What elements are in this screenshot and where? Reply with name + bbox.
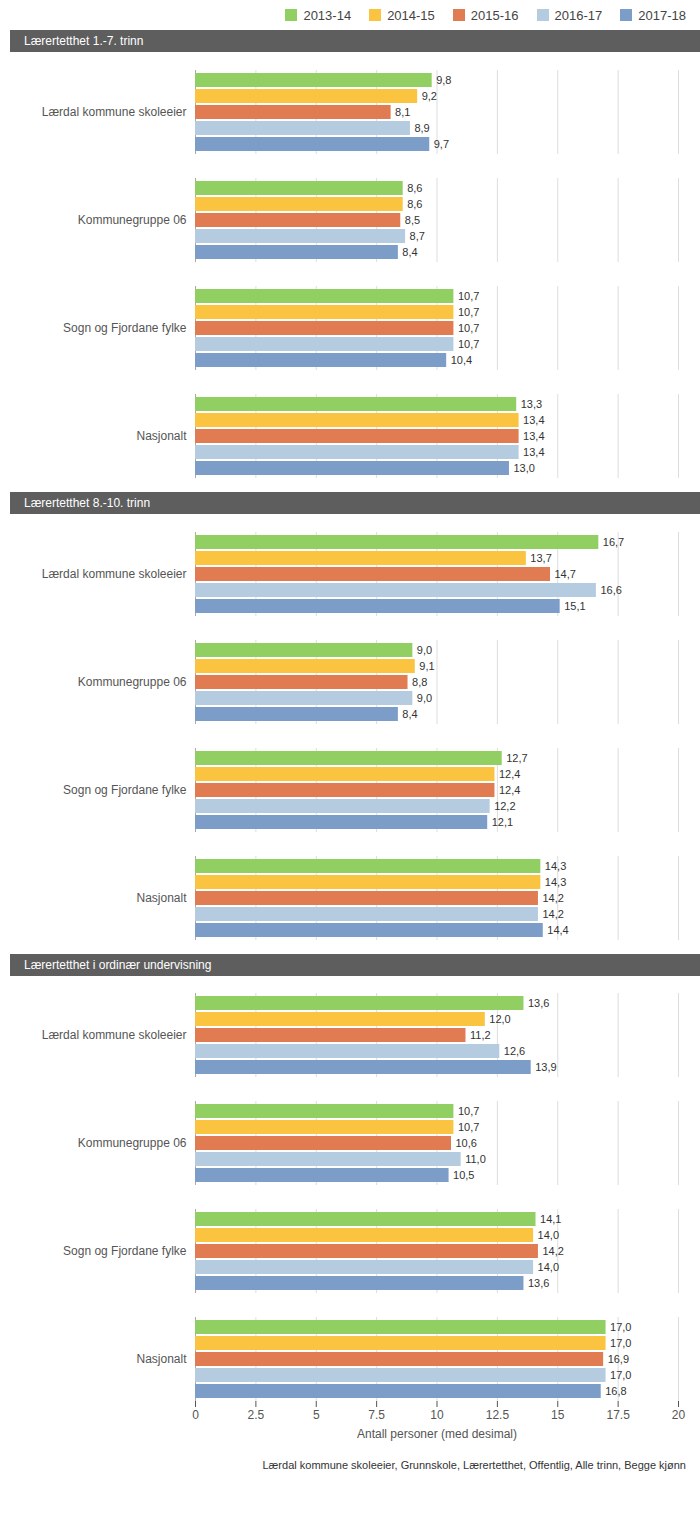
svg-text:13,4: 13,4: [523, 430, 544, 442]
svg-text:12,1: 12,1: [492, 816, 513, 828]
svg-text:11,2: 11,2: [470, 1029, 491, 1041]
svg-text:14,1: 14,1: [540, 1213, 561, 1225]
svg-text:8,5: 8,5: [405, 214, 420, 226]
html-text:Lærertetthet 8.-10. trinn: Lærertetthet 8.-10. trinn: [24, 496, 151, 510]
svg-text:5: 5: [313, 1408, 320, 1422]
svg-text:13,6: 13,6: [528, 1277, 549, 1289]
svg-text:9,7: 9,7: [434, 138, 449, 150]
svg-text:Nasjonalt: Nasjonalt: [136, 429, 187, 443]
svg-text:8,8: 8,8: [412, 676, 427, 688]
svg-text:10,5: 10,5: [453, 1169, 474, 1181]
svg-text:Lærdal kommune skoleeier: Lærdal kommune skoleeier: [42, 105, 187, 119]
svg-text:10,7: 10,7: [458, 1105, 479, 1117]
svg-text:8,4: 8,4: [402, 246, 417, 258]
svg-text:13,3: 13,3: [521, 398, 542, 410]
svg-text:Antall personer (med desimal): Antall personer (med desimal): [357, 1427, 517, 1441]
svg-text:14,7: 14,7: [555, 568, 576, 580]
svg-text:20: 20: [672, 1408, 686, 1422]
svg-text:12,4: 12,4: [499, 784, 520, 796]
html-text:2017-18: 2017-18: [638, 7, 686, 23]
svg-text:12,6: 12,6: [504, 1045, 525, 1057]
svg-text:Kommunegruppe 06: Kommunegruppe 06: [78, 213, 187, 227]
svg-text:14,4: 14,4: [547, 924, 568, 936]
html-text:2016-17: 2016-17: [554, 7, 603, 23]
svg-text:10,6: 10,6: [455, 1137, 476, 1149]
svg-text:10,7: 10,7: [458, 306, 479, 318]
svg-text:9,1: 9,1: [419, 660, 434, 672]
svg-text:12,0: 12,0: [489, 1013, 510, 1025]
svg-text:Sogn og Fjordane fylke: Sogn og Fjordane fylke: [63, 783, 187, 797]
svg-text:13,6: 13,6: [528, 997, 549, 1009]
svg-text:8,6: 8,6: [407, 182, 422, 194]
svg-text:10,7: 10,7: [458, 338, 479, 350]
svg-text:9,8: 9,8: [436, 74, 451, 86]
svg-text:13,4: 13,4: [523, 414, 544, 426]
svg-text:12,2: 12,2: [494, 800, 515, 812]
html-text:2013-14: 2013-14: [303, 7, 352, 23]
html-text:Lærertetthet i ordinær undervi: Lærertetthet i ordinær undervisning: [24, 958, 212, 972]
svg-text:8,4: 8,4: [402, 708, 417, 720]
svg-text:10,7: 10,7: [458, 1121, 479, 1133]
svg-text:16,7: 16,7: [603, 536, 624, 548]
svg-text:9,0: 9,0: [417, 692, 432, 704]
svg-text:13,4: 13,4: [523, 446, 544, 458]
svg-text:Nasjonalt: Nasjonalt: [136, 1352, 187, 1366]
svg-text:8,6: 8,6: [407, 198, 422, 210]
svg-text:14,2: 14,2: [542, 908, 563, 920]
svg-text:Lærdal kommune skoleeier: Lærdal kommune skoleeier: [42, 567, 187, 581]
svg-text:16,6: 16,6: [600, 584, 621, 596]
svg-text:Sogn og Fjordane fylke: Sogn og Fjordane fylke: [63, 1244, 187, 1258]
svg-text:16,9: 16,9: [608, 1353, 629, 1365]
svg-text:7.5: 7.5: [368, 1408, 385, 1422]
svg-text:11,0: 11,0: [465, 1153, 486, 1165]
html-text:2015-16: 2015-16: [470, 7, 519, 23]
html-text:Lærertetthet 1.-7. trinn: Lærertetthet 1.-7. trinn: [24, 34, 144, 48]
svg-text:14,3: 14,3: [545, 860, 566, 872]
html-text:2014-15: 2014-15: [387, 7, 435, 23]
svg-text:Sogn og Fjordane fylke: Sogn og Fjordane fylke: [63, 321, 187, 335]
svg-text:10,7: 10,7: [458, 322, 479, 334]
svg-text:12.5: 12.5: [486, 1408, 510, 1422]
svg-text:10,7: 10,7: [458, 290, 479, 302]
svg-text:15,1: 15,1: [564, 600, 585, 612]
svg-text:10: 10: [430, 1408, 444, 1422]
svg-text:16,8: 16,8: [605, 1385, 626, 1397]
svg-text:10,4: 10,4: [451, 354, 472, 366]
svg-text:12,4: 12,4: [499, 768, 520, 780]
svg-text:9,2: 9,2: [422, 90, 437, 102]
svg-text:Nasjonalt: Nasjonalt: [136, 891, 187, 905]
svg-text:14,0: 14,0: [538, 1261, 559, 1273]
svg-text:14,0: 14,0: [538, 1229, 559, 1241]
svg-text:17,0: 17,0: [610, 1337, 631, 1349]
svg-text:15: 15: [551, 1408, 565, 1422]
svg-text:8,9: 8,9: [414, 122, 429, 134]
svg-text:0: 0: [192, 1408, 199, 1422]
svg-text:17,0: 17,0: [610, 1369, 631, 1381]
svg-text:13,9: 13,9: [535, 1061, 556, 1073]
svg-text:9,0: 9,0: [417, 644, 432, 656]
svg-text:13,7: 13,7: [530, 552, 551, 564]
html-text:Lærdal kommune skoleeier, Grun: Lærdal kommune skoleeier, Grunnskole, Læ…: [262, 1459, 686, 1471]
svg-text:12,7: 12,7: [506, 752, 527, 764]
svg-text:13,0: 13,0: [513, 462, 534, 474]
svg-text:14,2: 14,2: [542, 1245, 563, 1257]
svg-text:8,1: 8,1: [395, 106, 410, 118]
svg-text:17,0: 17,0: [610, 1321, 631, 1333]
svg-text:Lærdal kommune skoleeier: Lærdal kommune skoleeier: [42, 1028, 187, 1042]
svg-text:14,3: 14,3: [545, 876, 566, 888]
svg-text:8,7: 8,7: [410, 230, 425, 242]
svg-text:14,2: 14,2: [542, 892, 563, 904]
svg-text:Kommunegruppe 06: Kommunegruppe 06: [78, 675, 187, 689]
svg-text:2.5: 2.5: [248, 1408, 265, 1422]
svg-text:Kommunegruppe 06: Kommunegruppe 06: [78, 1136, 187, 1150]
svg-text:17.5: 17.5: [606, 1408, 630, 1422]
